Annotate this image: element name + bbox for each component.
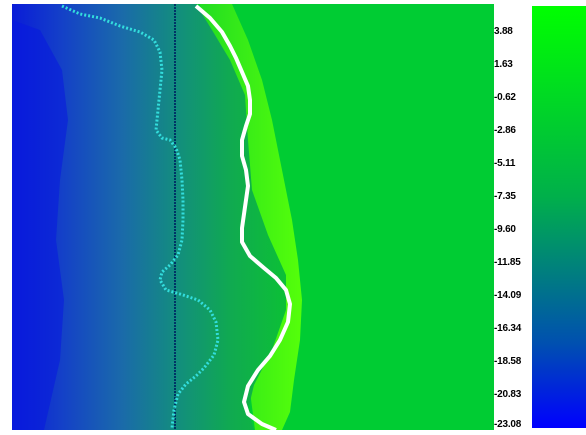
low-value-region — [12, 4, 286, 430]
colorbar-tick: -23.08 — [494, 419, 522, 430]
colorbar-tick: -5.11 — [494, 158, 516, 169]
colorbar-tick: -11.85 — [494, 257, 521, 268]
colorbar — [532, 6, 586, 428]
cyan-contour-line — [61, 4, 220, 429]
colorbar-tick: -9.60 — [494, 224, 516, 235]
white-contour-line — [194, 4, 292, 432]
colorbar-tick: -7.35 — [494, 191, 516, 202]
colorbar-tick: 1.63 — [494, 59, 513, 70]
colorbar-tick: -14.09 — [494, 290, 522, 301]
colorbar-tick: -2.86 — [494, 125, 516, 136]
deep-low-region — [12, 20, 68, 430]
colorbar-tick: -0.62 — [494, 92, 516, 103]
colorbar-tick: 3.88 — [494, 26, 513, 37]
colorbar-tick: -18.58 — [494, 356, 522, 367]
colorbar-tick: -16.34 — [494, 323, 522, 334]
colorbar-tick: -20.83 — [494, 389, 522, 400]
